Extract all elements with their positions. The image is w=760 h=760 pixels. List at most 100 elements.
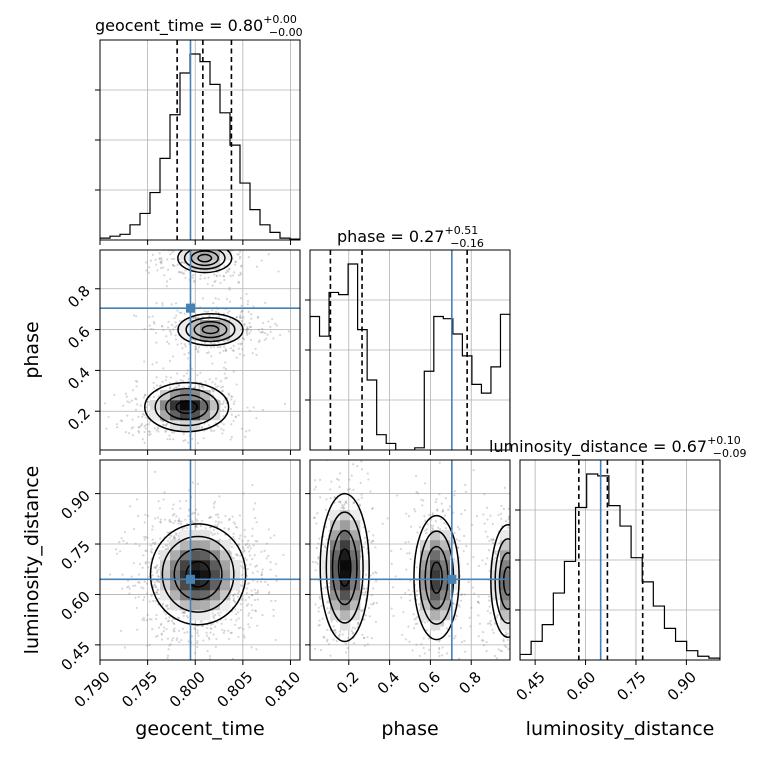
p20-sample-point (141, 618, 144, 621)
p10-sample-point (250, 317, 253, 320)
p21-sample-point (407, 589, 410, 592)
p20-sample-point (160, 632, 163, 635)
p10-sample-point (136, 380, 139, 383)
p21-sample-point (375, 601, 378, 605)
p20-sample-point (244, 543, 247, 546)
p21-sample-point (418, 654, 421, 658)
p21-content (305, 460, 533, 667)
p10-sample-point (103, 402, 106, 405)
p10-sample-point (249, 329, 253, 332)
p20-sample-point (157, 500, 160, 503)
p21-sample-point (514, 614, 516, 616)
p10-sample-point (228, 268, 231, 271)
p21-sample-point (465, 545, 468, 548)
p10-sample-point (195, 347, 198, 351)
p21-sample-point (407, 625, 410, 628)
p21-sample-point (404, 592, 407, 595)
p21-sample-point (468, 616, 471, 619)
p21-sample-point (390, 562, 393, 565)
p10-density-cell (190, 250, 201, 261)
p10-sample-point (203, 310, 206, 313)
p10-sample-point (228, 288, 231, 291)
p20-sample-point (183, 526, 186, 529)
p21-sample-point (516, 558, 518, 560)
p10-sample-point (200, 236, 202, 238)
p20-sample-point (232, 557, 235, 560)
p10-sample-point (222, 409, 225, 412)
p20-sample-point (239, 554, 242, 557)
p10-sample-point (160, 259, 163, 262)
p21-sample-point (524, 543, 526, 545)
p21-sample-point (434, 520, 437, 523)
p20-sample-point (183, 611, 186, 614)
p20-sample-point (231, 657, 234, 660)
p10-sample-point (168, 387, 172, 390)
p21-sample-point (504, 631, 508, 634)
p21-sample-point (525, 589, 527, 591)
p10-contour (175, 400, 198, 415)
p10-sample-point (245, 241, 247, 243)
p21-sample-point (408, 665, 410, 667)
p20-sample-point (243, 549, 246, 552)
p10-sample-point (197, 384, 200, 387)
p10-sample-point (196, 243, 198, 245)
p21-sample-point (528, 575, 530, 577)
p21-density-cell (430, 530, 441, 541)
p10-sample-point (134, 379, 138, 383)
p21-sample-point (504, 663, 506, 665)
p10-density-cell (220, 250, 231, 261)
p20-sample-point (229, 631, 232, 635)
p20-sample-point (172, 629, 175, 632)
p21-sample-point (352, 502, 355, 505)
p20-sample-point (154, 517, 157, 520)
p10-sample-point (232, 247, 234, 249)
p21-sample-point (531, 634, 533, 636)
p21-sample-point (337, 478, 340, 482)
p10-sample-point (143, 360, 146, 363)
p21-sample-point (483, 522, 486, 525)
p10-sample-point (226, 269, 229, 272)
p21-density-cell (330, 520, 341, 531)
p21-sample-point (305, 617, 307, 619)
p20-sample-point (264, 580, 267, 583)
p21-sample-point (314, 569, 317, 572)
p21-sample-point (326, 601, 329, 604)
p10-sample-point (229, 347, 233, 350)
p10-sample-point (145, 244, 147, 246)
p20-sample-point (245, 604, 249, 607)
p20-sample-point (136, 628, 139, 631)
p21-sample-point (338, 485, 341, 489)
p10-sample-point (134, 408, 138, 411)
p10-sample-point (229, 318, 232, 321)
p21-sample-point (430, 518, 433, 521)
p20-density-cell (200, 590, 211, 601)
p10-sample-point (184, 269, 187, 272)
p10-density-cell (200, 330, 211, 341)
p10-sample-point (169, 230, 171, 232)
p21-sample-point (460, 593, 464, 596)
p21-sample-point (512, 626, 514, 628)
p20-sample-point (234, 623, 237, 626)
p21-contour (502, 566, 510, 596)
p20-sample-point (251, 483, 254, 487)
p10-sample-point (161, 380, 164, 383)
p10-sample-point (229, 438, 232, 441)
p10-sample-point (211, 381, 214, 384)
p21-sample-point (464, 490, 468, 494)
p21-sample-point (523, 623, 525, 625)
p21-sample-point (420, 662, 422, 664)
p21-sample-point (319, 496, 322, 499)
p20-sample-point (211, 533, 214, 536)
p20-density-cell (200, 540, 211, 551)
p21-sample-point (463, 639, 466, 642)
p21-sample-point (515, 655, 517, 657)
p10-density-cell (210, 400, 221, 411)
p20-sample-point (137, 573, 141, 576)
p20-sample-point (245, 558, 248, 562)
p21-sample-point (438, 527, 442, 531)
p20-sample-point (179, 507, 182, 510)
p21-density-cell (350, 550, 361, 561)
p21-sample-point (322, 635, 325, 639)
p21-sample-point (347, 637, 350, 640)
p10-sample-point (222, 429, 225, 432)
